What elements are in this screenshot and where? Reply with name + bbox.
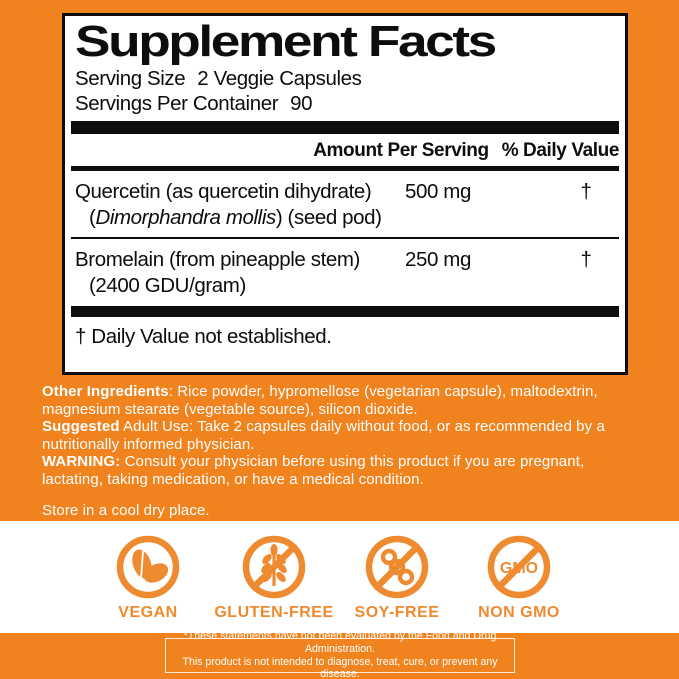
nutrient-daily-value: † — [580, 179, 592, 203]
badge-gluten-free-label: GLUTEN-FREE — [214, 604, 334, 621]
warning-paragraph: WARNING: Consult your physician before u… — [42, 453, 642, 488]
column-header-row: Amount Per Serving % Daily Value — [71, 134, 619, 166]
divider-thin — [71, 236, 619, 239]
subline-post: ) (seed pod) — [275, 205, 382, 229]
nutrient-amount: 500 mg — [405, 179, 471, 203]
subline-pre: ( — [89, 205, 96, 229]
serving-size-line: Serving Size 2 Veggie Capsules — [75, 66, 619, 91]
suggested-use-text: Adult Use: Take 2 capsules daily without… — [42, 418, 605, 453]
badge-soy-free: SOY-FREE — [327, 535, 467, 622]
daily-value-header: % Daily Value — [501, 139, 620, 161]
badge-band: VEGAN GLUTEN-FREE — [0, 521, 679, 633]
amount-per-serving-header: Amount Per Serving — [313, 139, 489, 161]
divider-thick-top — [71, 120, 619, 134]
no-gluten-icon — [242, 535, 306, 599]
supplement-facts-panel: Supplement Facts Serving Size 2 Veggie Ca… — [62, 13, 628, 375]
nutrient-row-quercetin: Quercetin (as quercetin dihydrate) 500 m… — [71, 171, 619, 205]
servings-per-container-line: Servings Per Container 90 — [75, 91, 619, 116]
other-ingredients-text: : Rice powder, hypromellose (vegetarian … — [42, 383, 598, 418]
suggested-use-label: Suggested — [42, 418, 120, 435]
badge-non-gmo-label: NON GMO — [478, 604, 560, 621]
divider-thick-bottom — [71, 305, 619, 317]
nutrient-subline-quercetin: (Dimorphandra mollis) (seed pod) — [71, 205, 619, 231]
other-ingredients-paragraph: Other Ingredients: Rice powder, hypromel… — [42, 383, 642, 418]
badge-gluten-free: GLUTEN-FREE — [204, 535, 344, 622]
fda-disclaimer-box: *These statements have not been evaluate… — [165, 630, 515, 679]
nutrient-daily-value: † — [580, 247, 592, 271]
vegan-leaves-icon — [116, 535, 180, 599]
servings-value: 90 — [290, 91, 313, 115]
daily-value-footnote: † Daily Value not established. — [75, 324, 332, 348]
subline-botanical-name: Dimorphandra mollis — [95, 205, 276, 229]
suggested-use-paragraph: Suggested Adult Use: Take 2 capsules dai… — [42, 418, 642, 453]
panel-title: Supplement Facts — [75, 17, 497, 66]
divider-medium — [71, 165, 619, 171]
storage-instructions: Store in a cool dry place. — [42, 502, 210, 519]
other-ingredients-label: Other Ingredients — [42, 383, 169, 400]
non-gmo-icon: GMO — [487, 535, 551, 599]
warning-text: Consult your physician before using this… — [42, 453, 585, 488]
fda-disclaimer-line1: *These statements have not been evaluate… — [183, 629, 497, 655]
warning-label: WARNING: — [42, 453, 121, 470]
nutrient-name: Bromelain (from pineapple stem) — [75, 247, 360, 271]
badge-soy-free-label: SOY-FREE — [354, 604, 440, 621]
nutrient-amount: 250 mg — [405, 247, 471, 271]
label-info-section: Other Ingredients: Rice powder, hypromel… — [42, 383, 642, 520]
badge-non-gmo: GMO NON GMO — [449, 535, 589, 622]
nutrient-subline-bromelain: (2400 GDU/gram) — [89, 273, 246, 297]
nutrient-row-bromelain: Bromelain (from pineapple stem) 250 mg † — [71, 239, 619, 273]
servings-label: Servings Per Container — [75, 91, 279, 115]
serving-size-value: 2 Veggie Capsules — [197, 66, 362, 90]
serving-size-label: Serving Size — [75, 66, 186, 90]
nutrient-name: Quercetin (as quercetin dihydrate) — [75, 179, 372, 203]
no-soy-icon — [365, 535, 429, 599]
badge-vegan: VEGAN — [78, 535, 218, 622]
badge-vegan-label: VEGAN — [118, 604, 178, 621]
fda-disclaimer-line2: This product is not intended to diagnose… — [182, 655, 498, 679]
